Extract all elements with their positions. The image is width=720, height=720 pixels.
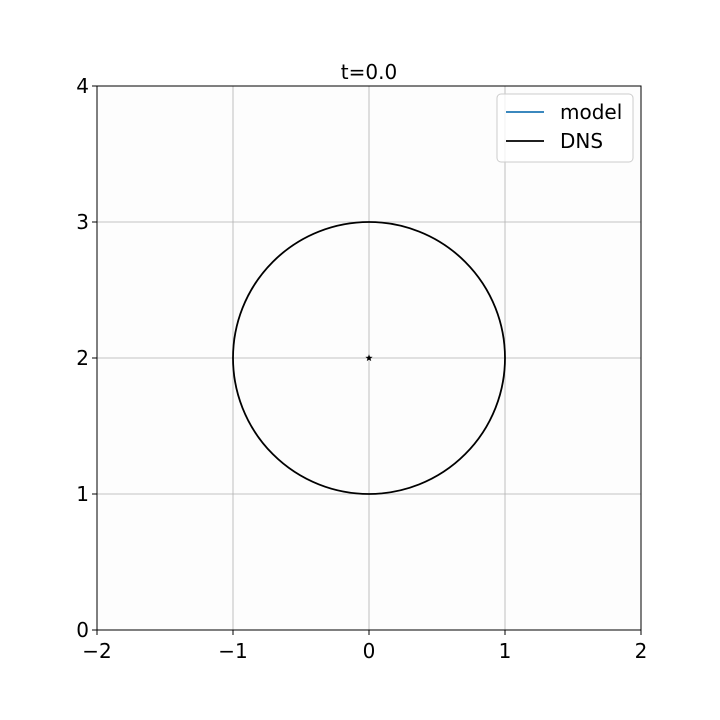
x-tick-label: −2 — [82, 639, 111, 663]
data-layer — [232, 221, 506, 495]
x-tick-label: 0 — [363, 639, 376, 663]
y-tick-label: 4 — [76, 74, 89, 98]
legend-label-dns: DNS — [560, 129, 603, 153]
ticks: −2 −1 0 1 2 0 1 2 3 4 — [76, 74, 647, 663]
x-tick-label: 2 — [635, 639, 648, 663]
series-dns-line — [232, 221, 506, 495]
legend-label-model: model — [560, 100, 622, 124]
chart-title: t=0.0 — [341, 60, 397, 84]
center-star-marker — [365, 354, 373, 362]
y-tick-label: 1 — [76, 482, 89, 506]
y-tick-label: 3 — [76, 210, 89, 234]
x-tick-label: −1 — [218, 639, 247, 663]
legend: model DNS — [496, 93, 634, 163]
legend-box — [496, 93, 634, 163]
y-tick-label: 2 — [76, 346, 89, 370]
y-tick-label: 0 — [76, 618, 89, 642]
x-tick-label: 1 — [499, 639, 512, 663]
